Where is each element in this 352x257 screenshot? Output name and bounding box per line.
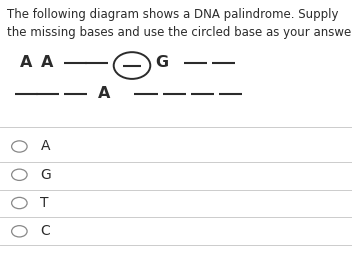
Text: A: A xyxy=(40,140,50,153)
Text: A: A xyxy=(41,56,54,70)
Text: G: G xyxy=(40,168,51,182)
Text: G: G xyxy=(155,56,169,70)
Text: A: A xyxy=(20,56,33,70)
Text: T: T xyxy=(40,196,49,210)
Text: A: A xyxy=(98,86,110,101)
Text: The following diagram shows a DNA palindrome. Supply: The following diagram shows a DNA palind… xyxy=(7,8,339,21)
Text: the missing bases and use the circled base as your answer.: the missing bases and use the circled ba… xyxy=(7,26,352,39)
Text: C: C xyxy=(40,224,50,238)
